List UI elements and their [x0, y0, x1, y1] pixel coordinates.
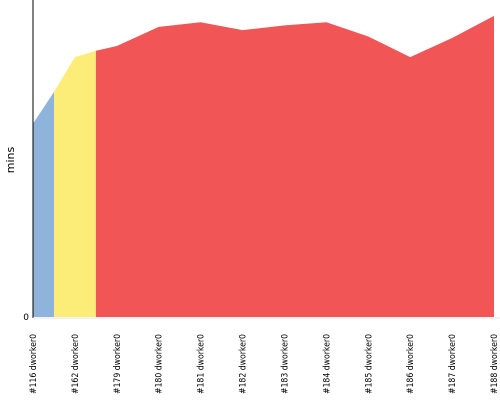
x-tick-label: #188 dworker0	[490, 334, 500, 394]
area-series-2	[54, 50, 96, 317]
x-tick-label: #187 dworker0	[448, 334, 458, 394]
y-tick-label: 0	[23, 313, 29, 323]
y-axis-title: mins	[4, 146, 17, 173]
y-tick-labels: 0	[23, 313, 29, 323]
x-tick-labels: #116 dworker0 #162 dworker0 #179 dworker0 #…	[29, 334, 500, 394]
x-tick-label: #116 dworker0	[29, 334, 39, 394]
x-tick-label: #162 dworker0	[71, 334, 81, 394]
area-series-3	[95, 15, 495, 318]
x-tick-label: #186 dworker0	[406, 334, 416, 394]
x-tick-label: #184 dworker0	[322, 334, 332, 394]
x-tick-label: #183 dworker0	[280, 334, 290, 394]
area-series-1	[33, 91, 54, 318]
x-tick-label: #180 dworker0	[155, 334, 165, 394]
x-tick-label: #185 dworker0	[364, 334, 374, 394]
x-tick-label: #182 dworker0	[239, 334, 249, 394]
x-tick-label: #179 dworker0	[113, 334, 123, 394]
x-tick-label: #181 dworker0	[197, 334, 207, 394]
area-series-group	[33, 15, 495, 318]
